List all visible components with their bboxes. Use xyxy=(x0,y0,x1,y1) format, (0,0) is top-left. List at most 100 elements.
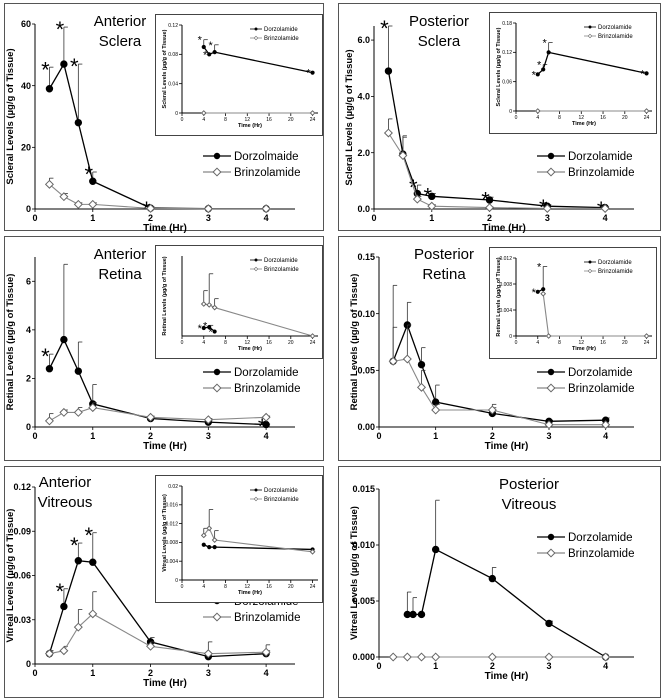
significance-star: * xyxy=(537,60,542,72)
y-tick-label: 0.12 xyxy=(168,23,178,29)
y-tick-label: 0.004 xyxy=(499,308,512,314)
chart-title-line1: Posterior xyxy=(414,246,474,263)
x-tick-label: 4 xyxy=(202,584,205,590)
inset-legend: Dorzolamide Brinzolamide xyxy=(584,260,633,275)
x-tick-label: 12 xyxy=(578,340,584,346)
inset-chart: 0 4 8 12 16 20 24 0 0.004 0.008 0.012 0.016 0.02 Time… xyxy=(155,475,323,603)
significance-star: * xyxy=(258,414,267,439)
x-tick-label: 8 xyxy=(558,115,561,121)
significance-star: * xyxy=(537,262,542,274)
x-tick-label: 1 xyxy=(90,213,95,223)
data-point-filled xyxy=(207,52,212,57)
y-axis-label: Retinal Levels (µg/g of Tissue) xyxy=(349,274,360,411)
x-tick-label: 0 xyxy=(32,213,37,223)
x-tick-label: 20 xyxy=(622,115,628,121)
x-tick-label: 12 xyxy=(244,117,250,123)
significance-star: * xyxy=(70,54,79,79)
legend-label: Brinzolamide xyxy=(568,548,634,560)
inset-chart: 0 4 8 12 16 20 24 Time (Hr) Retinal Levels (µg/g… xyxy=(155,245,323,359)
data-point-open xyxy=(487,405,497,415)
x-tick-label: 0 xyxy=(181,584,184,590)
data-point-open xyxy=(59,646,69,656)
data-point-open xyxy=(427,201,437,211)
x-tick-label: 2 xyxy=(148,213,153,223)
legend-label: Dorzolamide xyxy=(598,260,632,266)
legend-label: Dorzolamide xyxy=(264,488,298,494)
data-point-filled xyxy=(207,325,212,330)
chart-title-line2: Retina xyxy=(98,266,142,283)
legend-label: Brinzolamide xyxy=(234,612,300,624)
data-point-open xyxy=(545,333,552,339)
data-point-open xyxy=(59,192,69,202)
x-tick-label: 1 xyxy=(433,431,438,441)
y-axis-label: Scleral Levels (µg/g of Tissue) xyxy=(496,27,502,106)
data-point-filled xyxy=(45,365,54,373)
legend-marker-filled xyxy=(588,260,592,264)
x-tick-label: 3 xyxy=(206,668,211,678)
x-tick-label: 0 xyxy=(371,213,376,223)
x-tick-label: 3 xyxy=(206,213,211,223)
x-axis-label: Time (Hr) xyxy=(238,123,262,129)
x-tick-label: 24 xyxy=(310,584,316,590)
x-tick-label: 4 xyxy=(603,431,608,441)
x-axis-label: Time (Hr) xyxy=(238,590,262,596)
chart-title-line1: Posterior xyxy=(499,476,559,493)
legend: Dorzolamide Brinzolamide xyxy=(537,367,634,395)
y-axis-label: Retinal Levels (µg/g of Tissue) xyxy=(162,256,168,335)
y-tick-label: 0 xyxy=(175,578,178,584)
inset-svg: 0 4 8 12 16 20 24 Time (Hr) Retinal Levels (µg/g… xyxy=(162,256,318,352)
x-tick-label: 8 xyxy=(224,340,227,346)
data-point-filled xyxy=(545,619,553,628)
x-tick-label: 16 xyxy=(600,340,606,346)
data-point-open xyxy=(309,333,316,339)
error-bar xyxy=(208,273,214,305)
series-line xyxy=(542,293,647,337)
data-point-open xyxy=(544,652,554,662)
y-tick-label: 0.02 xyxy=(168,484,178,490)
y-tick-label: 0 xyxy=(509,334,512,340)
y-tick-label: 0.18 xyxy=(502,21,512,27)
chart-panel-p2: 0 1 2 3 4 0.0 2.0 4.0 6.0 Time (Hr) Scleral Levels… xyxy=(338,3,661,234)
legend-marker-filled xyxy=(547,152,555,160)
x-tick-label: 1 xyxy=(433,661,438,671)
significance-star: * xyxy=(56,579,65,604)
legend-label: Brinzolamide xyxy=(598,34,633,40)
data-point-filled xyxy=(45,85,54,93)
data-point-open xyxy=(44,179,54,189)
error-bar xyxy=(77,341,83,372)
x-tick-label: 3 xyxy=(545,213,550,223)
legend-marker-filled xyxy=(254,258,258,262)
legend-label: Dorzolamide xyxy=(598,25,632,31)
significance-star: * xyxy=(198,35,203,47)
y-tick-label: 0.0 xyxy=(357,204,370,214)
x-tick-label: 24 xyxy=(644,115,650,121)
legend-marker-open xyxy=(587,33,593,39)
y-tick-label: 0 xyxy=(26,422,31,432)
data-point-open xyxy=(402,652,412,662)
inset-svg: 0 4 8 12 16 20 24 0 0.04 0.08 0.12 Time (Hr) Scleral… xyxy=(162,23,318,129)
x-tick-label: 3 xyxy=(206,431,211,441)
data-point-open xyxy=(206,301,213,308)
y-tick-label: 0.12 xyxy=(502,50,512,56)
data-point-filled xyxy=(74,118,83,127)
x-tick-label: 20 xyxy=(288,340,294,346)
y-axis-label: Scleral Levels (µg/g of Tissue) xyxy=(344,49,355,185)
data-point-open xyxy=(203,204,213,214)
significance-star: * xyxy=(142,197,151,222)
data-point-open xyxy=(146,412,156,422)
data-point-open xyxy=(88,609,98,619)
data-point-filled xyxy=(428,192,436,201)
data-point-open xyxy=(431,405,441,415)
error-bar xyxy=(542,266,548,290)
data-point-open xyxy=(412,194,422,204)
y-tick-label: 6 xyxy=(26,276,31,286)
y-tick-label: 0.06 xyxy=(13,571,31,581)
x-axis-label: Time (Hr) xyxy=(485,441,529,452)
data-point-open xyxy=(309,548,316,555)
series-line xyxy=(203,303,313,337)
data-point-filled xyxy=(546,50,551,55)
inset-legend: Dorzolamide Brinzolamide xyxy=(250,258,299,273)
data-point-open xyxy=(601,420,611,430)
legend-label: Dorzolamide xyxy=(568,532,633,544)
